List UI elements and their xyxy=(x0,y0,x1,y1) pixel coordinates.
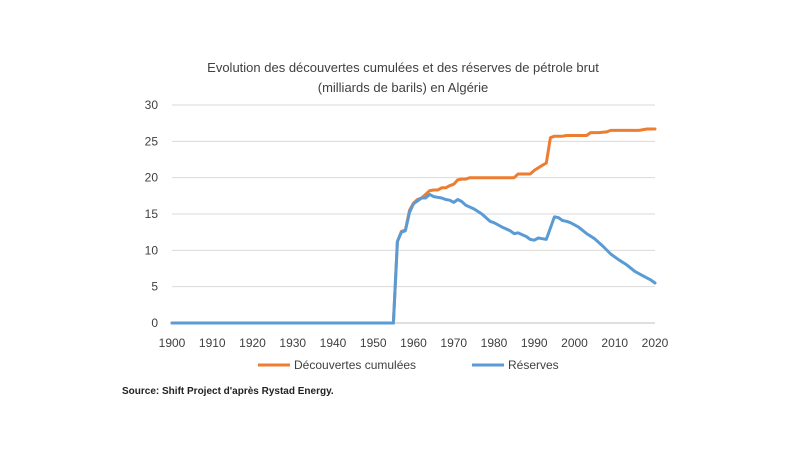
chart-title: Evolution des découvertes cumulées et de… xyxy=(207,60,599,75)
x-tick-label: 2000 xyxy=(561,336,588,350)
x-tick-label: 1910 xyxy=(199,336,226,350)
x-tick-label: 1950 xyxy=(360,336,387,350)
chart-subtitle: (milliards de barils) en Algérie xyxy=(318,80,489,95)
x-tick-label: 1960 xyxy=(400,336,427,350)
x-tick-label: 1930 xyxy=(279,336,306,350)
y-tick-label: 0 xyxy=(151,316,158,330)
y-tick-label: 5 xyxy=(151,280,158,294)
x-tick-label: 1940 xyxy=(320,336,347,350)
legend-label-reserves: Réserves xyxy=(508,358,559,372)
y-tick-label: 30 xyxy=(145,98,159,112)
y-tick-label: 20 xyxy=(145,171,159,185)
y-tick-label: 25 xyxy=(145,134,159,148)
series-lines xyxy=(170,127,657,325)
y-tick-label: 15 xyxy=(145,207,159,221)
y-axis-ticks: 0 5 10 15 20 25 30 xyxy=(145,98,159,330)
x-tick-label: 2020 xyxy=(642,336,669,350)
x-tick-label: 1920 xyxy=(239,336,266,350)
series-line-reserves xyxy=(170,192,657,325)
x-tick-label: 1970 xyxy=(440,336,467,350)
x-tick-label: 1900 xyxy=(159,336,186,350)
series-line-decouvertes xyxy=(170,127,657,325)
x-tick-label: 1990 xyxy=(521,336,548,350)
y-tick-label: 10 xyxy=(145,243,159,257)
source-note: Source: Shift Project d'après Rystad Ene… xyxy=(122,386,334,397)
gridlines xyxy=(172,104,655,324)
legend: Découvertes cumulées Réserves xyxy=(258,358,559,372)
x-axis-ticks: 1900 1910 1920 1930 1940 1950 1960 1970 1980 1990… xyxy=(159,336,669,350)
x-tick-label: 2010 xyxy=(601,336,628,350)
legend-label-decouvertes: Découvertes cumulées xyxy=(294,358,416,372)
x-tick-label: 1980 xyxy=(481,336,508,350)
